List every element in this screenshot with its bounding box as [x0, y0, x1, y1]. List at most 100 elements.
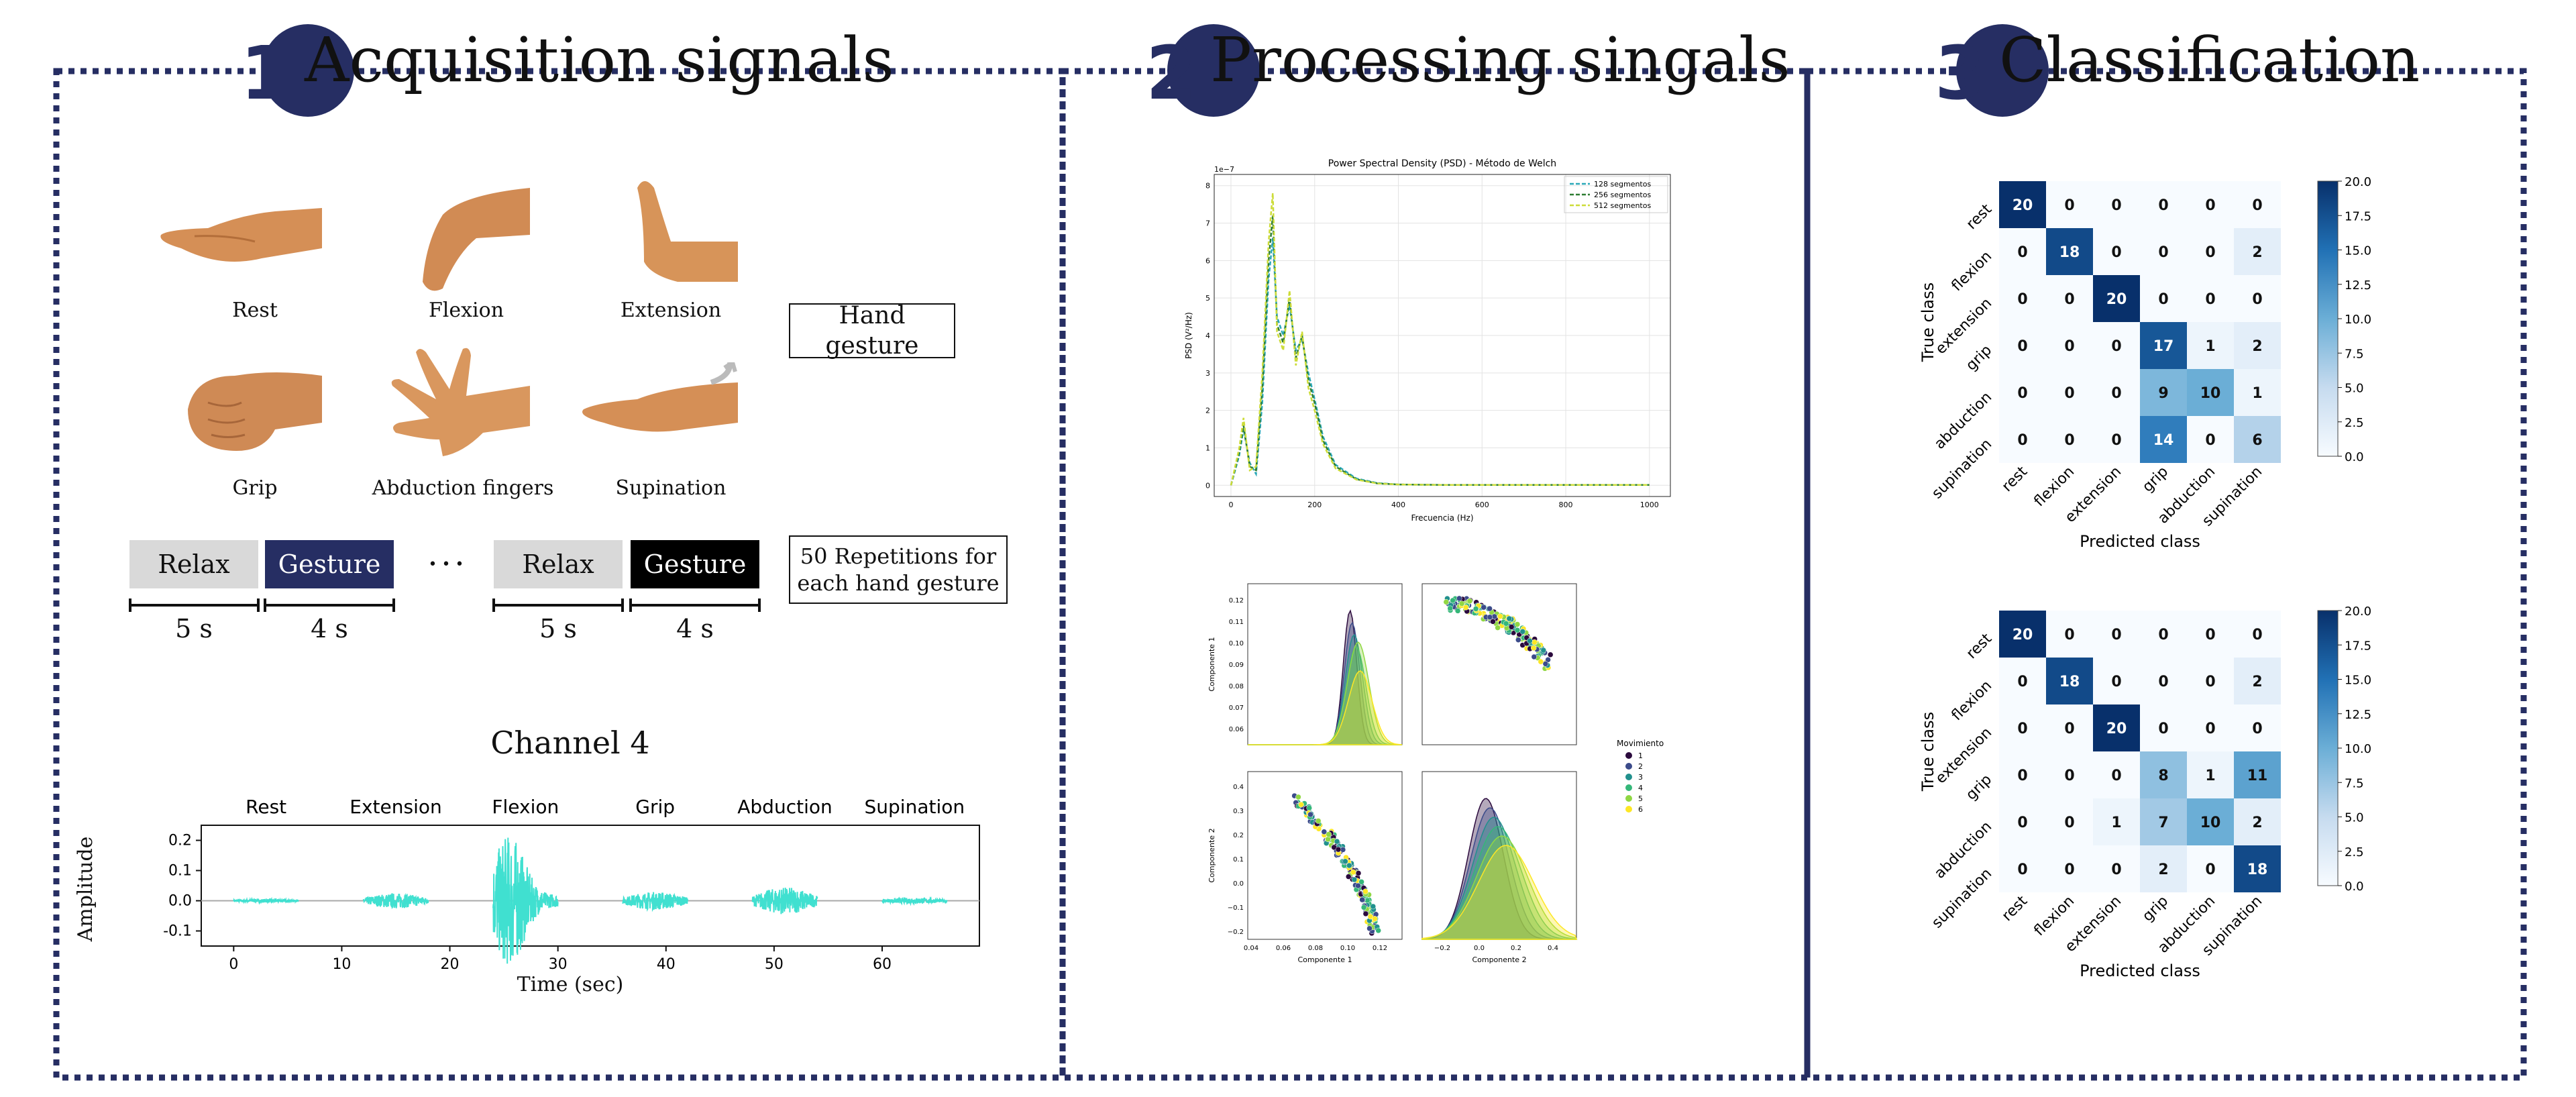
- pair-xtick-label: 0.08: [1308, 945, 1323, 952]
- pair-point: [1527, 637, 1533, 644]
- panel-1-title: Acquisition signals: [305, 24, 894, 96]
- cm-ytick-label: flexion: [1949, 678, 1996, 725]
- cm-cell: [2093, 751, 2140, 798]
- hand-abduction-image: [391, 348, 530, 456]
- panel-2-title: Processing singals: [1210, 24, 1790, 96]
- pair-point: [1306, 804, 1312, 811]
- cm-cell: [2187, 751, 2234, 798]
- pair-point: [1481, 604, 1487, 611]
- psd-ytick-label: 6: [1205, 256, 1210, 265]
- cm-cell-value: 0: [2064, 291, 2074, 308]
- cm-cell-value: 0: [2111, 385, 2121, 402]
- pair-point: [1462, 605, 1469, 611]
- pair-point: [1456, 595, 1462, 602]
- cm-cell-value: 0: [2205, 197, 2215, 214]
- pair-point: [1503, 621, 1509, 627]
- cm-cell-value: 0: [2017, 338, 2027, 355]
- gesture-duration-1: 4 s: [311, 614, 348, 643]
- pair-legend-label: 2: [1638, 762, 1643, 771]
- cm-cell-value: 10: [2200, 385, 2221, 402]
- cm-cell: [2187, 228, 2234, 275]
- psd-xlabel: Frecuencia (Hz): [1411, 513, 1473, 523]
- psd-ytick-label: 0: [1205, 481, 1210, 490]
- cm-ylabel: True class: [1919, 282, 1937, 362]
- cm-cell-value: 2: [2252, 244, 2262, 261]
- cm-cell: [1999, 845, 2046, 892]
- psd-xtick-label: 800: [1559, 501, 1573, 509]
- cm-cell-value: 8: [2158, 768, 2168, 784]
- cm-cell: [1999, 416, 2046, 463]
- cm-cell-value: 0: [2064, 815, 2074, 831]
- emg-signal-grip: [622, 892, 688, 912]
- psd-title: Power Spectral Density (PSD) - Método de…: [1328, 158, 1556, 169]
- pair-point: [1326, 831, 1332, 837]
- cm-cell-value: 0: [2205, 291, 2215, 308]
- pair-point: [1547, 651, 1554, 658]
- pair-legend-marker: [1625, 752, 1632, 759]
- pair-point: [1540, 647, 1547, 654]
- pair-ytick-label: 0.1: [1233, 856, 1244, 864]
- cm-cell-value: 0: [2017, 385, 2027, 402]
- emg-chart: 0 10 20 30 40 50 60 -0.1 0.0 0.1 0.2 Rest Extension F…: [163, 796, 980, 973]
- pair-point: [1515, 637, 1521, 643]
- cm-colorbar-label: 12.5: [2345, 278, 2371, 293]
- cm-cell-value: 20: [2106, 721, 2127, 737]
- pair-ytick-label: −0.1: [1228, 904, 1244, 912]
- psd-xtick-label: 400: [1391, 501, 1405, 509]
- pair-xtick-label: 0.0: [1474, 945, 1485, 952]
- cm-cell-value: 2: [2252, 674, 2262, 690]
- pair-legend-marker: [1625, 784, 1632, 791]
- cm-cell-value: 2: [2252, 815, 2262, 831]
- cm-cell-value: 1: [2205, 768, 2215, 784]
- cm-cell-value: 0: [2064, 197, 2074, 214]
- pair-point: [1443, 598, 1450, 605]
- pair-xtick-label: 0.06: [1276, 945, 1291, 952]
- emg-segment-label: Rest: [246, 796, 286, 818]
- cm-cell-value: 0: [2205, 244, 2215, 261]
- emg-ytick-label: -0.1: [163, 923, 192, 940]
- panel-1-number: 1: [240, 30, 292, 116]
- psd-ytick-label: 3: [1205, 369, 1210, 378]
- pair-point: [1538, 658, 1544, 665]
- pair-point: [1472, 606, 1479, 612]
- relax-block-2: Relax: [494, 540, 623, 588]
- cm-cell: [2093, 611, 2140, 658]
- pair-ytick-label: 0.06: [1229, 726, 1244, 733]
- pair-point: [1545, 657, 1551, 663]
- psd-chart: Power Spectral Density (PSD) - Método de…: [1184, 158, 1671, 523]
- pair-point: [1366, 925, 1373, 932]
- cm-cell-value: 0: [2252, 721, 2262, 737]
- psd-xtick-label: 0: [1228, 501, 1233, 509]
- cm-cell: [2046, 228, 2093, 275]
- cm-cell-value: 0: [2158, 721, 2168, 737]
- cm-cell: [2187, 416, 2234, 463]
- cm-cell-value: 9: [2158, 385, 2168, 402]
- cm-cell: [2140, 845, 2187, 892]
- cm-cell-value: 0: [2017, 815, 2027, 831]
- cm-cell: [2046, 845, 2093, 892]
- cm-cell: [1999, 275, 2046, 322]
- cm-cell-value: 0: [2064, 385, 2074, 402]
- emg-segment-label: Extension: [350, 796, 441, 818]
- cm-cell-value: 0: [2111, 244, 2121, 261]
- cm-cell-value: 0: [2064, 627, 2074, 643]
- pair-point: [1315, 818, 1322, 824]
- gesture-label-supination: Supination: [615, 476, 727, 500]
- pair-ytick-label: 0.4: [1233, 784, 1244, 791]
- cm-cell: [2187, 658, 2234, 704]
- cm-cell-value: 18: [2059, 244, 2080, 261]
- emg-segment-label: Supination: [865, 796, 965, 818]
- cm-colorbar-label: 15.0: [2345, 674, 2371, 688]
- cm-cell: [2046, 658, 2093, 704]
- emg-segment-label: Abduction: [737, 796, 832, 818]
- emg-xtick-label: 10: [332, 956, 351, 973]
- gesture-duration-2: 4 s: [676, 614, 714, 643]
- cm-cell: [2234, 228, 2281, 275]
- cm-colorbar-label: 0.0: [2345, 450, 2364, 464]
- cm-xtick-label: rest: [1999, 892, 2031, 925]
- pair-kde-c2: [1421, 845, 1578, 940]
- cm-cell: [2093, 369, 2140, 416]
- pair-point: [1495, 625, 1501, 631]
- cm-ytick-label: rest: [1964, 201, 1996, 233]
- cm-xtick-label: flexion: [2031, 464, 2078, 511]
